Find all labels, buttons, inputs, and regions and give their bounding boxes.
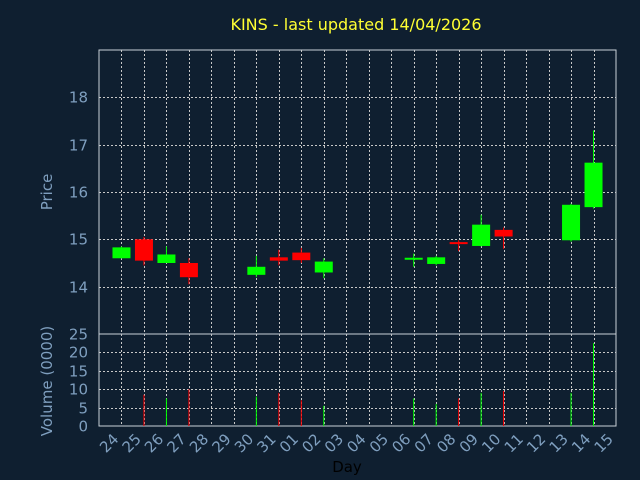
candles xyxy=(112,130,603,285)
candle-body xyxy=(472,224,491,246)
chart-title: KINS - last updated 14/04/2026 xyxy=(230,15,481,34)
price-tick-label: 17 xyxy=(69,137,88,155)
candle-body xyxy=(247,266,266,275)
price-axis-label: Price xyxy=(38,174,56,211)
candle-body xyxy=(134,239,153,261)
candle-body xyxy=(494,229,513,237)
volume-bars xyxy=(143,343,595,426)
candle-body xyxy=(584,162,603,208)
candle-body xyxy=(562,204,581,241)
candle-body xyxy=(112,247,131,259)
volume-panel-frame xyxy=(98,333,617,427)
candle-body xyxy=(179,263,198,278)
day-tick-label: 15 xyxy=(591,430,617,456)
volume-tick-label: 10 xyxy=(69,381,88,399)
volume-tick-label: 5 xyxy=(78,400,88,418)
volume-grid xyxy=(99,334,616,426)
candle-body xyxy=(314,261,333,273)
price-tick-label: 14 xyxy=(69,279,88,297)
price-tick-label: 16 xyxy=(69,184,88,202)
candle-body xyxy=(269,257,288,261)
day-axis: 2425262728293031010203040506070809101112… xyxy=(96,430,617,456)
price-axis: 14 15 16 17 18 xyxy=(69,89,88,297)
volume-tick-label: 20 xyxy=(69,344,88,362)
price-tick-label: 18 xyxy=(69,89,88,107)
candle-body xyxy=(427,257,446,264)
price-grid xyxy=(99,50,616,334)
candle-body xyxy=(292,252,311,261)
volume-axis-label: Volume (0000) xyxy=(38,326,56,436)
volume-tick-label: 25 xyxy=(69,326,88,344)
candle-body xyxy=(157,254,176,263)
x-axis-label: Day xyxy=(332,458,362,476)
volume-tick-label: 0 xyxy=(78,418,88,436)
volume-tick-label: 15 xyxy=(69,363,88,381)
price-tick-label: 15 xyxy=(69,231,88,249)
